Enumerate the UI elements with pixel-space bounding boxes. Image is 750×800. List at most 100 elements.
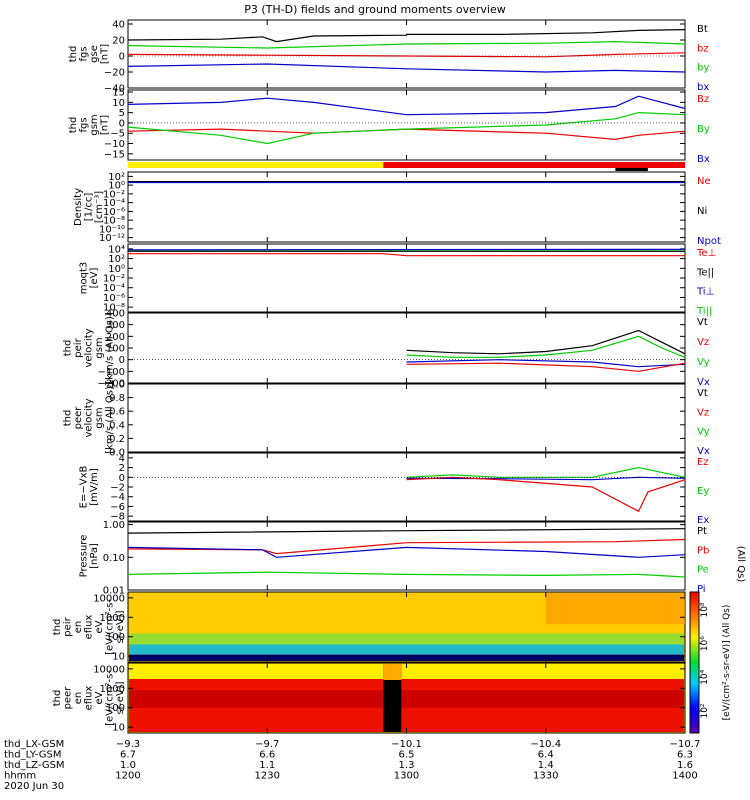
ylabel-peir-velocity: gsm (94, 337, 105, 358)
ylabel-peer-eflux: sr-eV)] (115, 681, 126, 714)
legend-pressure: Pe (697, 565, 709, 576)
xaxis-value: 1.3 (399, 760, 415, 771)
ylabel-peir-eflux: eflux (84, 615, 95, 640)
ytick-label-efield: −8 (110, 512, 125, 523)
xaxis-row-label: hhmm (4, 771, 36, 782)
series-pressure-2 (127, 546, 686, 558)
series-pressure-3 (127, 571, 686, 578)
ytick-label-temperature: 10⁻⁴ (103, 283, 125, 294)
ytick-label-temperature: 10⁻² (103, 274, 125, 285)
colorbar-label: [eV/(cm²-s-sr-eV)] (All Qs) (722, 605, 732, 721)
ytick-label-temperature: 10⁴ (108, 244, 125, 255)
ytick-label-peer-eflux: 10000 (93, 664, 125, 675)
heatmap-band-peir-eflux (129, 644, 684, 655)
ytick-label-fgs-gsm: −15 (104, 149, 125, 160)
xaxis-value: −10.4 (530, 739, 561, 750)
ytick-label-peer-eflux: 1000 (100, 684, 125, 695)
legend-pressure: Pb (697, 545, 709, 556)
ytick-label-peer-velocity: 1.0 (109, 380, 125, 391)
ytick-label-peir-velocity: 100 (106, 344, 125, 355)
series-peir-velocity-3 (406, 362, 686, 372)
ytick-label-density: 10⁻¹² (99, 233, 125, 244)
series-efield-0 (406, 466, 686, 478)
xaxis-value: −10.7 (670, 739, 701, 750)
legend-peir-velocity: Vx (697, 377, 710, 388)
ytick-label-efield: −2 (110, 483, 125, 494)
heatmap-band-peer-eflux (129, 690, 684, 708)
series-pressure-1 (127, 538, 686, 555)
ylabel-density: Density (73, 188, 84, 226)
mode-band-slow (128, 162, 384, 168)
legend-fgs-gse: by (697, 63, 709, 74)
ylabel-fgs-gse: fgs (78, 46, 89, 61)
legend-pressure: Pi (697, 584, 706, 595)
series-temperature-3 (128, 253, 685, 257)
ytick-label-peer-velocity: 0.8 (109, 393, 125, 404)
ytick-label-peir-velocity: 400 (106, 309, 125, 320)
ytick-label-fgs-gsm: 10 (112, 98, 125, 109)
legend-peer-velocity: Vz (697, 407, 709, 418)
xaxis-value: 1.4 (538, 760, 554, 771)
series-fgs-gsm-0 (127, 128, 686, 141)
ytick-label-peer-eflux: 100 (106, 703, 125, 714)
xaxis-value: −10.1 (391, 739, 422, 750)
legend-density: Ni (697, 206, 707, 217)
series-temperature-1 (127, 248, 686, 251)
xaxis-value: 6.4 (538, 750, 554, 761)
ytick-label-peer-velocity: 0.2 (109, 434, 125, 445)
legend-temperature: Ti⊥ (696, 287, 714, 298)
ytick-label-peer-velocity: 0.6 (109, 407, 125, 418)
xaxis-row-label: thd_LZ-GSM (4, 760, 65, 771)
ylabel-peer-eflux: en (73, 692, 84, 705)
ytick-label-temperature: 10⁻⁸ (103, 303, 125, 314)
legend-temperature: Ti|| (696, 306, 712, 317)
xaxis-value: −9.3 (116, 739, 140, 750)
ylabel-peir-velocity: [km/s (All Qs)] (105, 312, 116, 384)
ytick-label-peir-velocity: 300 (106, 320, 125, 331)
legend-efield: Ey (697, 486, 709, 497)
ytick-label-fgs-gse: 0 (119, 52, 125, 63)
ytick-label-temperature: 10⁻⁶ (103, 293, 125, 304)
ytick-label-peir-eflux: 10000 (93, 593, 125, 604)
series-pressure-0 (127, 528, 686, 534)
xaxis-value: 1400 (672, 771, 697, 782)
ytick-label-fgs-gsm: 5 (119, 108, 125, 119)
legend-peir-velocity: Vz (697, 337, 709, 348)
legend-peer-velocity: Vx (697, 446, 710, 457)
ylabel-efield: [mV/m] (89, 468, 100, 506)
ytick-label-fgs-gsm: 15 (112, 88, 125, 99)
legend-fgs-gse: bx (697, 82, 709, 93)
series-efield-2 (406, 476, 686, 513)
ytick-label-pressure: 0.10 (103, 553, 125, 564)
ytick-label-efield: 4 (119, 453, 125, 464)
ytick-label-temperature: 10⁰ (108, 264, 125, 275)
ytick-label-peer-velocity: 0.4 (109, 420, 125, 431)
ylabel-peir-eflux: [eV/(cm²-s- (105, 599, 116, 655)
ytick-label-density: 10² (108, 172, 125, 183)
ylabel-peir-velocity: velocity (84, 328, 95, 367)
mode-band-burst (615, 168, 648, 171)
xaxis-row-label: thd_LY-GSM (4, 750, 61, 761)
ylabel-peir-eflux: thd (52, 619, 63, 636)
xaxis-row-label: thd_LX-GSM (4, 739, 64, 750)
xaxis-value: 6.6 (259, 750, 275, 761)
ytick-label-efield: −4 (110, 492, 125, 503)
ytick-label-peir-eflux: 1000 (100, 613, 125, 624)
ylabel-peer-eflux: eflux (84, 686, 95, 711)
ylabel-density: [1/cc] (84, 193, 95, 222)
ytick-label-temperature: 10² (108, 254, 125, 265)
xaxis-value: 6.7 (120, 750, 136, 761)
legend-pressure: Pt (697, 526, 707, 537)
legend-peer-velocity: Vt (697, 388, 708, 399)
series-fgs-gsm-2 (127, 95, 686, 116)
ylabel-peer-eflux: [eV/(cm²-s- (105, 670, 116, 726)
ytick-label-fgs-gsm: −10 (104, 139, 125, 150)
ytick-label-fgs-gsm: −5 (110, 129, 125, 140)
xaxis-value: 1.0 (120, 760, 136, 771)
legend-fgs-gse: Bt (697, 24, 708, 35)
series-fgs-gse-3 (127, 63, 686, 73)
legend-efield: Ez (697, 457, 709, 468)
ytick-label-peir-velocity: 200 (106, 332, 125, 343)
ylabel-fgs-gsm: gsm (89, 114, 100, 135)
